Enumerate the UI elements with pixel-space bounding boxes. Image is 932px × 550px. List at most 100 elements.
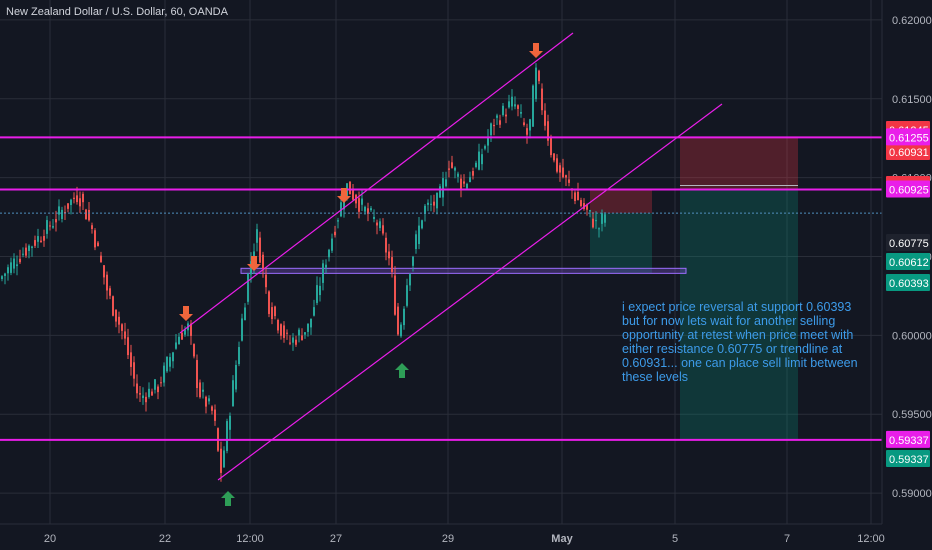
annotation-note: i expect price reversal at support 0.603…	[622, 300, 862, 384]
candle-body	[112, 296, 114, 316]
candle-body	[7, 267, 9, 274]
candle-body	[442, 178, 444, 198]
time-tick-label: 12:00	[857, 533, 885, 545]
candle-body	[247, 273, 249, 302]
candle-body	[427, 202, 429, 205]
candle-body	[193, 344, 195, 357]
candle-body	[241, 318, 243, 341]
level-tag-label: 0.60925	[889, 184, 929, 196]
candle-body	[310, 318, 312, 328]
time-tick-label: 22	[159, 533, 171, 545]
grid	[0, 0, 882, 524]
candle-body	[100, 255, 102, 263]
candle-body	[19, 258, 21, 263]
candle-body	[325, 264, 327, 268]
candle-body	[445, 179, 447, 187]
candle-body	[199, 382, 201, 398]
candle-body	[565, 175, 567, 178]
candle-body	[337, 220, 339, 222]
candle-body	[382, 225, 384, 234]
candle-body	[406, 285, 408, 306]
candle-body	[472, 171, 474, 176]
candle-body	[280, 324, 282, 336]
candle-body	[592, 218, 594, 228]
time-tick-label: 5	[672, 533, 678, 545]
arrow-down-icon	[179, 306, 193, 321]
candle-body	[157, 386, 159, 393]
candle-body	[517, 105, 519, 109]
candle-body	[82, 193, 84, 203]
candle-body	[328, 249, 330, 258]
candle-body	[403, 308, 405, 326]
candle-body	[109, 288, 111, 296]
candle-body	[523, 122, 525, 125]
candle-body	[493, 124, 495, 127]
candle-body	[169, 357, 171, 367]
candle-body	[538, 70, 540, 82]
price-tag	[886, 143, 930, 160]
arrow-down-icon	[529, 43, 543, 58]
annotation-line: 0.60931... one can place sell limit betw…	[622, 356, 858, 370]
candle-body	[34, 240, 36, 246]
time-axis[interactable]: 20 22 12:00 27 29 May 5 7 12:00	[0, 523, 885, 545]
candle-body	[124, 331, 126, 339]
candle-body	[115, 309, 117, 322]
candle-body	[76, 195, 78, 203]
candle-body	[28, 245, 30, 251]
candle-body	[556, 158, 558, 172]
price-tick-label: 0.62000	[892, 15, 932, 27]
trendlines[interactable]	[179, 32, 723, 481]
level-tag	[886, 180, 930, 198]
candle-body	[94, 230, 96, 248]
candle-body	[433, 201, 435, 206]
candle-body	[22, 253, 24, 255]
candle-body	[421, 220, 423, 229]
candle-body	[562, 167, 564, 178]
candle-body	[163, 365, 165, 383]
candle-body	[505, 114, 507, 117]
candle-body	[271, 307, 273, 320]
level-tag	[886, 128, 930, 146]
candle-body	[40, 240, 42, 243]
candle-body	[379, 221, 381, 229]
arrow-down-icon	[337, 188, 351, 203]
candle-body	[295, 339, 297, 345]
candle-body	[499, 120, 501, 125]
candle-body	[454, 167, 456, 171]
candle-body	[361, 198, 363, 205]
level-tag-label: 0.59337	[889, 435, 929, 447]
candle-body	[583, 203, 585, 209]
candle-body	[322, 263, 324, 283]
candle-body	[460, 178, 462, 189]
candle-body	[97, 242, 99, 247]
price-tag-label: 0.60775	[889, 238, 929, 250]
candle-body	[526, 128, 528, 135]
candle-body	[577, 191, 579, 201]
candle-body	[439, 186, 441, 198]
price-tag	[886, 274, 930, 291]
candle-body	[286, 332, 288, 334]
candle-body	[400, 324, 402, 337]
candle-body	[349, 181, 351, 195]
candle-body	[220, 448, 222, 473]
candle-body	[343, 201, 345, 210]
candle-body	[292, 337, 294, 343]
candle-body	[502, 105, 504, 116]
horizontal-levels[interactable]	[0, 136, 882, 441]
candle-body	[490, 123, 492, 136]
candle-body	[466, 183, 468, 189]
candle-body	[91, 225, 93, 229]
candle-body	[127, 337, 129, 356]
price-tag-label: 0.60612	[889, 257, 929, 269]
candle-body	[307, 323, 309, 332]
candle-body	[331, 238, 333, 251]
candle-body	[478, 151, 480, 170]
candle-body	[529, 119, 531, 131]
candle-body	[394, 275, 396, 315]
candle-body	[25, 247, 27, 256]
lower-trendline	[217, 103, 723, 481]
candle-body	[364, 206, 366, 212]
candle-body	[208, 398, 210, 402]
time-tick-label: 27	[330, 533, 342, 545]
